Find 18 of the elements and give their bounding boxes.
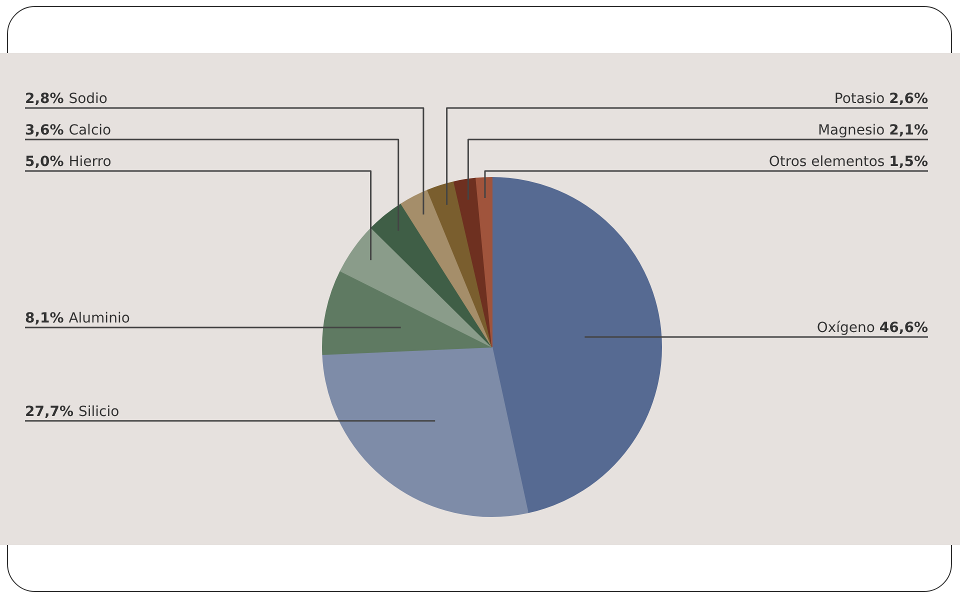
slice-label: Potasio	[834, 91, 885, 107]
data-label: 5,0%	[25, 154, 64, 170]
data-label: 3,6%	[25, 122, 64, 138]
slice-label: Aluminio	[68, 310, 130, 327]
data-label: 8,1%	[25, 310, 64, 327]
slice-label: Otros elementos	[768, 154, 885, 170]
data-label: 2,8%	[25, 91, 64, 107]
data-label: 2,1%	[889, 122, 928, 138]
slice-label: Calcio	[68, 122, 112, 138]
data-label: 1,5%	[889, 154, 928, 170]
slice-label: Oxígeno	[816, 320, 875, 336]
slice-label: Silicio	[78, 404, 120, 420]
data-label: 46,6%	[879, 320, 928, 336]
slice-label: Hierro	[68, 154, 112, 170]
data-label: 2,6%	[889, 91, 928, 107]
slice-label: Sodio	[68, 91, 108, 107]
data-label: 27,7%	[25, 404, 74, 420]
slice-label: Magnesio	[818, 122, 885, 138]
